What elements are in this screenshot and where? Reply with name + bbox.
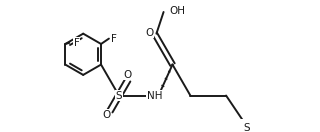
Text: F: F	[111, 34, 117, 44]
Text: O: O	[145, 28, 153, 38]
Text: NH: NH	[147, 91, 162, 101]
Text: S: S	[116, 91, 122, 101]
Text: OH: OH	[169, 6, 185, 16]
Text: F: F	[74, 38, 79, 48]
Text: S: S	[244, 122, 250, 132]
Text: O: O	[102, 110, 110, 120]
Text: O: O	[124, 70, 132, 80]
